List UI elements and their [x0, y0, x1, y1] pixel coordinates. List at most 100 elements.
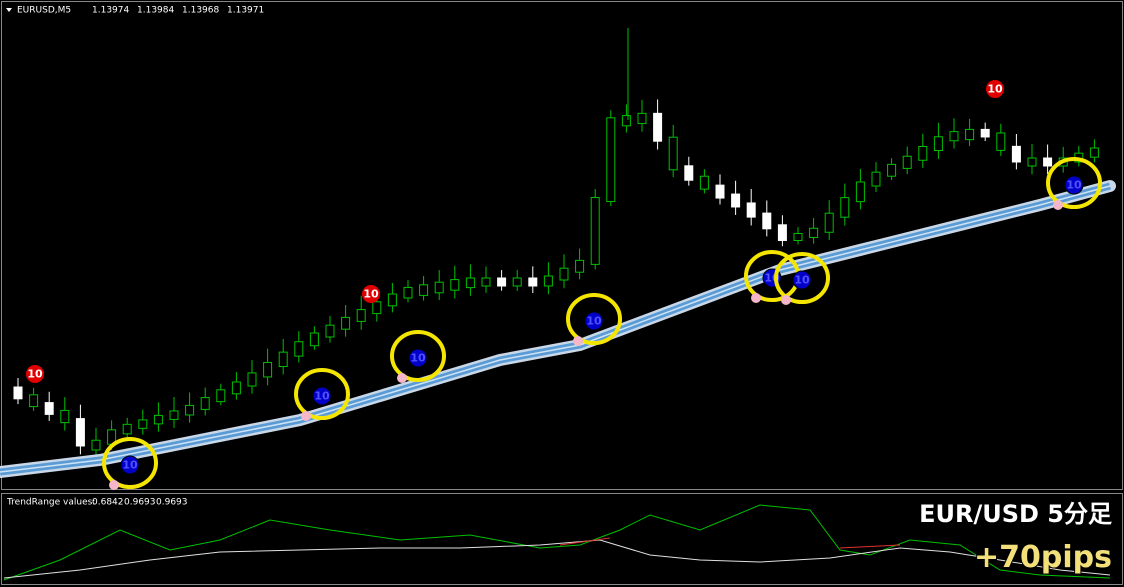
indicator-label: TrendRange values: — [6, 498, 95, 508]
buy-label: 10 — [794, 274, 810, 287]
candle-body — [793, 232, 803, 241]
candle-body — [263, 362, 273, 378]
sell-badge — [26, 365, 44, 383]
candle-body — [1027, 157, 1037, 167]
candle-body — [247, 372, 257, 387]
candle-body — [325, 324, 335, 338]
candle-body — [715, 184, 725, 199]
buy-label: 10 — [410, 352, 426, 365]
candle-body — [575, 259, 585, 273]
candle-body — [294, 341, 304, 357]
indicator-value: 0.6842 — [92, 498, 124, 508]
sub-panel-border — [1, 493, 1123, 585]
buy-label: 10 — [1066, 179, 1082, 192]
candle-body — [824, 212, 834, 233]
buy-badge — [792, 270, 812, 290]
buy-badge — [408, 348, 428, 368]
highlight-circle — [294, 368, 350, 420]
candle-body — [1089, 147, 1099, 158]
candle-body — [434, 281, 444, 294]
indicator-value: 0.9693 — [124, 498, 156, 508]
candle-body — [419, 284, 429, 296]
price: 1.13984 — [137, 6, 174, 16]
sell-badge — [986, 80, 1004, 98]
price: 1.13974 — [92, 6, 129, 16]
price: 1.13971 — [227, 6, 264, 16]
candle-body — [840, 197, 850, 218]
candle-body — [996, 132, 1006, 151]
candle-body — [1011, 145, 1021, 163]
candle-body — [606, 117, 616, 203]
buy-badge — [1064, 175, 1084, 195]
candle-body — [450, 279, 460, 291]
highlight-circle — [566, 293, 622, 345]
candle-body — [91, 439, 101, 451]
candle-body — [668, 136, 678, 171]
candle-body — [684, 165, 694, 181]
candle-body — [278, 351, 288, 368]
candle-body — [387, 293, 397, 307]
overlay-title: EUR/USD 5分足 — [919, 500, 1112, 528]
candle-body — [871, 171, 881, 187]
candle-body — [200, 397, 210, 410]
buy-badge — [312, 386, 332, 406]
candle-body — [13, 386, 23, 400]
candle-body — [777, 224, 787, 242]
sell-label: 10 — [27, 368, 43, 381]
symbol: EURUSD,M5 — [17, 6, 71, 16]
candle-body — [699, 175, 709, 190]
candle-body — [1043, 157, 1053, 167]
moving-average — [0, 180, 1116, 478]
candle-body — [887, 163, 897, 177]
candles — [13, 28, 1099, 458]
candle-body — [980, 128, 990, 138]
buy-badge — [120, 455, 140, 475]
buy-label: 10 — [314, 390, 330, 403]
indicator-lines — [3, 504, 1111, 581]
candle-body — [762, 212, 772, 230]
candle-body — [309, 332, 319, 347]
candle-body — [29, 394, 39, 408]
candle-body — [949, 131, 959, 142]
menu-arrow[interactable] — [6, 8, 12, 12]
overlay-result: +70pips — [974, 540, 1112, 575]
highlight-circle — [774, 252, 830, 304]
sell-label: 10 — [363, 288, 379, 301]
price: 1.13968 — [182, 6, 219, 16]
candle-body — [60, 409, 70, 424]
candle-body — [965, 128, 975, 141]
highlight-circle — [390, 330, 446, 382]
buy-badge — [584, 311, 604, 331]
candle-body — [559, 267, 569, 281]
candle-body — [855, 181, 865, 203]
candle-body — [918, 146, 928, 161]
candle-body — [933, 136, 943, 151]
candle-body — [231, 381, 241, 395]
candle-body — [497, 277, 507, 287]
flower — [751, 293, 761, 303]
candle-body — [372, 301, 382, 315]
red-line — [839, 544, 901, 549]
candle-body — [621, 115, 631, 127]
candle-body — [216, 389, 226, 403]
candle-body — [746, 202, 756, 218]
candle-body — [809, 227, 819, 238]
candle-body — [528, 277, 538, 287]
candle-body — [44, 402, 54, 415]
candle-body — [481, 277, 491, 287]
flower — [397, 373, 407, 383]
candle-body — [169, 410, 179, 420]
candle-body — [185, 404, 195, 416]
sell-label: 10 — [987, 83, 1003, 96]
candle-body — [122, 423, 132, 435]
red-line — [559, 537, 611, 546]
candle-body — [731, 193, 741, 208]
flower — [109, 480, 119, 490]
candle-body — [403, 286, 413, 299]
candle-body — [465, 277, 475, 289]
white-line — [3, 539, 1111, 579]
buy-label: 10 — [586, 315, 602, 328]
candle-body — [341, 316, 351, 330]
candle-body — [590, 197, 600, 265]
